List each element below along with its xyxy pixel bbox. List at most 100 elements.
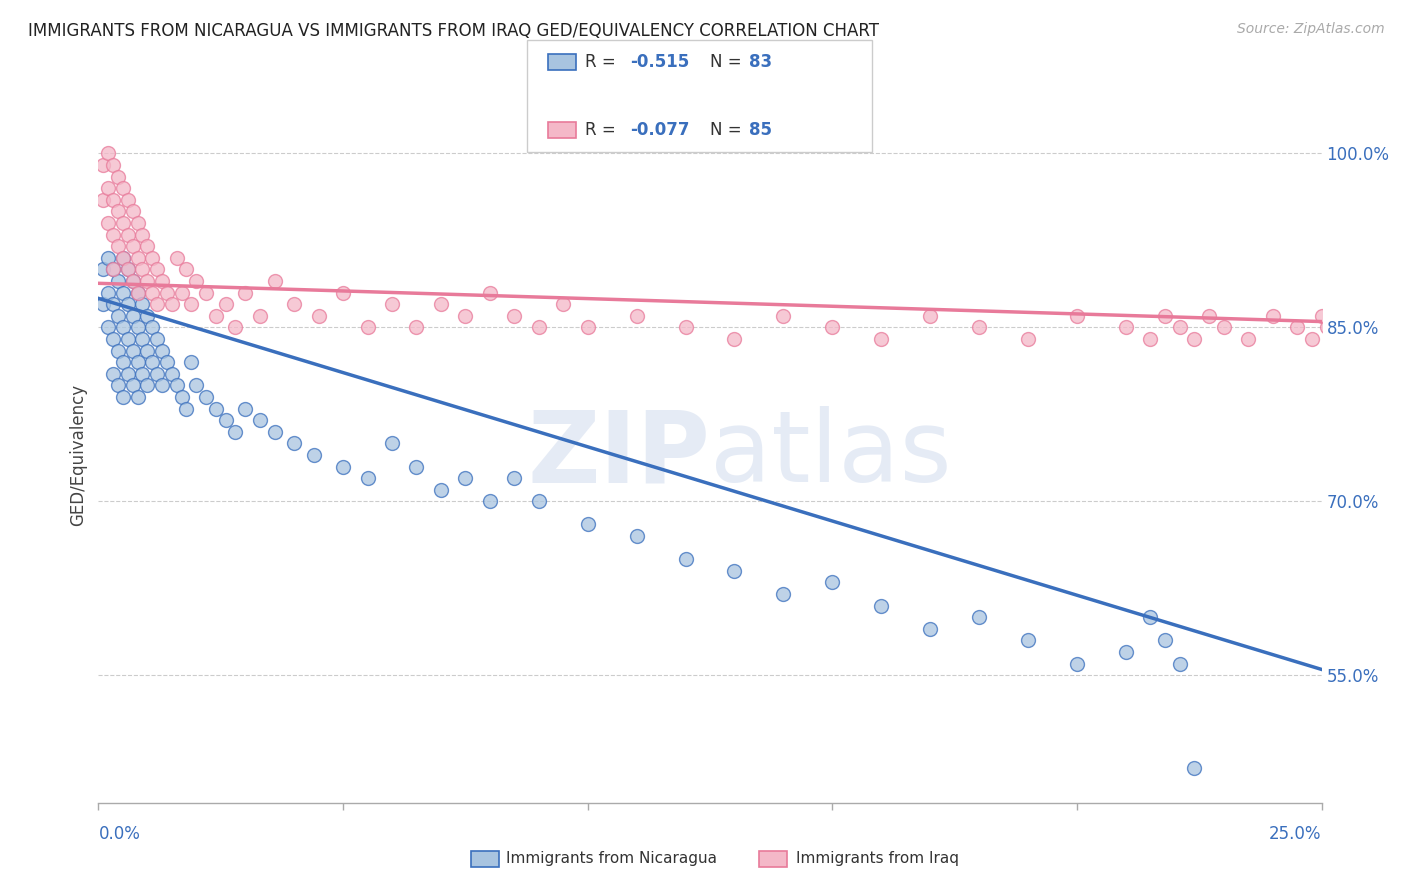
Point [160,367,183,381]
Point [381,436,404,450]
Y-axis label: GED/Equivalency: GED/Equivalency [69,384,87,526]
Point [1154,633,1177,648]
Point [91,158,114,172]
Point [111,285,134,300]
Point [626,529,648,543]
Point [136,309,159,323]
Point [723,332,745,346]
Point [111,390,134,404]
Point [117,297,139,311]
Point [107,239,129,253]
Point [675,552,697,566]
Point [233,401,256,416]
Point [332,285,354,300]
Point [1017,332,1039,346]
Point [101,227,124,242]
Point [195,285,218,300]
Point [233,285,256,300]
Point [1310,309,1333,323]
Point [150,343,173,358]
Point [1066,657,1088,671]
Point [121,309,143,323]
Point [478,494,501,508]
Point [1212,320,1234,334]
Point [97,146,120,161]
Point [121,204,143,219]
Text: Immigrants from Iraq: Immigrants from Iraq [796,851,959,865]
Point [117,367,139,381]
Point [160,297,183,311]
Point [723,564,745,578]
Point [111,355,134,369]
Text: R =: R = [585,121,616,139]
Point [121,274,143,288]
Point [146,367,169,381]
Point [1324,343,1347,358]
Point [1066,309,1088,323]
Point [127,355,149,369]
Point [166,378,188,392]
Point [107,274,129,288]
Point [675,320,697,334]
Point [1115,645,1137,659]
Text: ZIP: ZIP [527,407,710,503]
Point [263,425,285,439]
Point [186,378,208,392]
Point [332,459,354,474]
Point [150,274,173,288]
Point [101,367,124,381]
Point [121,274,143,288]
Point [107,169,129,184]
Point [205,401,228,416]
Point [821,320,844,334]
Point [1154,309,1177,323]
Text: N =: N = [710,53,741,70]
Point [1237,332,1260,346]
Point [97,181,120,195]
Point [772,587,794,601]
Point [141,251,163,265]
Point [127,285,149,300]
Point [101,158,124,172]
Point [283,297,305,311]
Point [141,320,163,334]
Point [101,262,124,277]
Point [920,622,942,636]
Point [1139,610,1161,624]
Text: -0.515: -0.515 [630,53,689,70]
Point [1198,309,1220,323]
Point [920,309,942,323]
Point [156,285,179,300]
Point [527,494,550,508]
Point [101,297,124,311]
Point [127,285,149,300]
Point [772,309,794,323]
Point [1315,320,1337,334]
Point [101,262,124,277]
Point [967,610,990,624]
Point [405,459,427,474]
Point [127,320,149,334]
Point [131,297,153,311]
Point [111,320,134,334]
Point [1139,332,1161,346]
Text: 25.0%: 25.0% [1270,825,1322,843]
Point [91,297,114,311]
Point [214,413,236,427]
Point [121,378,143,392]
Point [101,193,124,207]
Point [117,193,139,207]
Point [97,251,120,265]
Point [870,599,893,613]
Point [150,378,173,392]
Point [870,332,893,346]
Point [127,251,149,265]
Point [127,390,149,404]
Point [117,262,139,277]
Point [91,262,114,277]
Point [180,297,202,311]
Point [156,355,179,369]
Point [503,309,526,323]
Point [195,390,218,404]
Point [141,355,163,369]
